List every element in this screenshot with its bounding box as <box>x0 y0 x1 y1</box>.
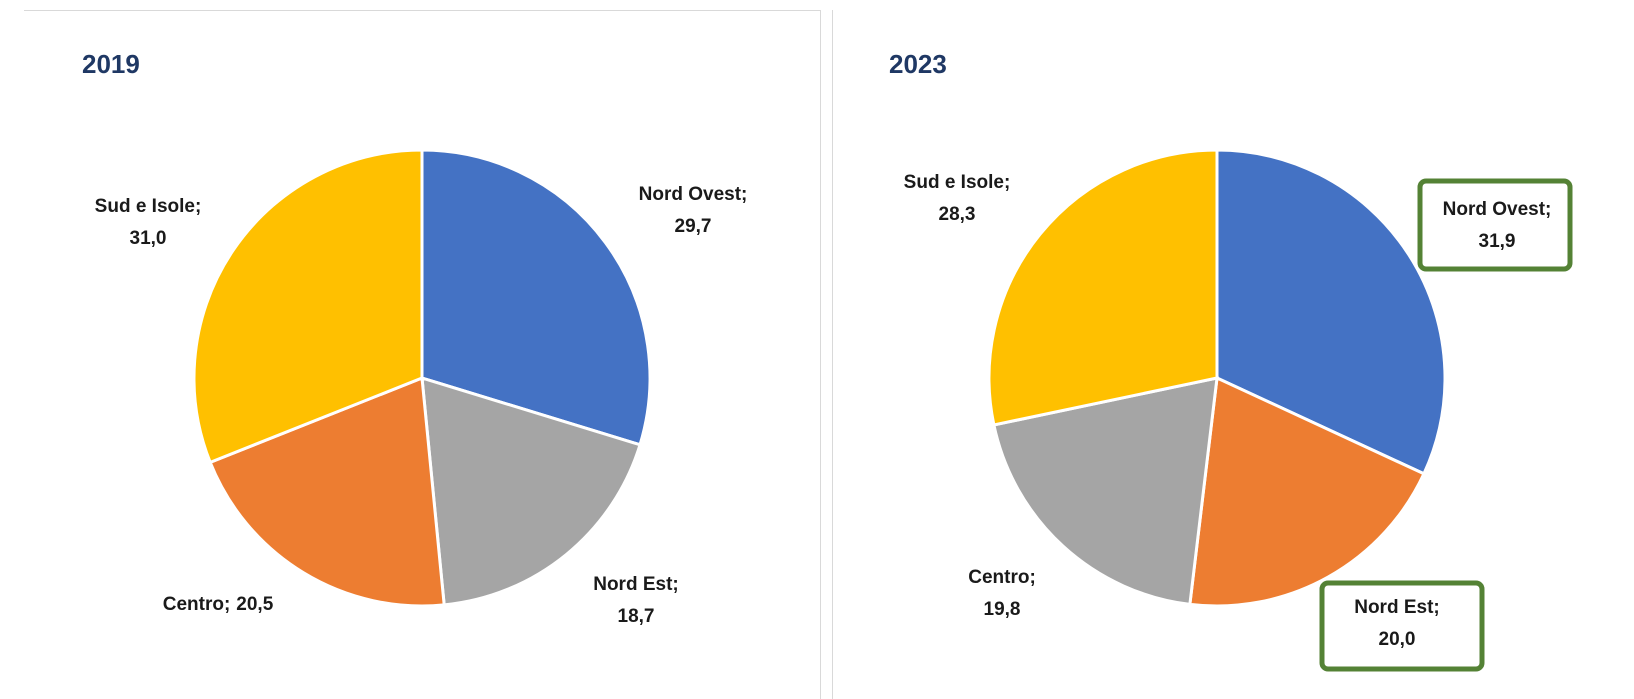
label-separator: ; <box>672 574 678 595</box>
label-category: Nord Est <box>593 574 673 595</box>
data-label-value: 20,0 <box>1379 629 1416 650</box>
data-label-value: 31,9 <box>1479 231 1516 252</box>
data-label: Centro; 20,5 <box>163 594 274 615</box>
pie-slice <box>420 375 642 607</box>
data-label: Centro; <box>968 567 1036 588</box>
label-category: Sud e Isole <box>904 172 1004 193</box>
highlight-box <box>1417 178 1573 272</box>
data-label-value: 18,7 <box>618 606 655 627</box>
label-category: Nord Est <box>1354 597 1434 618</box>
data-label: Sud e Isole; <box>904 172 1011 193</box>
label-category: Nord Ovest <box>1443 199 1546 220</box>
data-label: Nord Est; <box>593 574 679 595</box>
chart-title: 2019 <box>82 49 140 79</box>
data-label-value: 31,0 <box>130 228 167 249</box>
label-value: 20,5 <box>236 594 273 615</box>
data-label: Nord Ovest; <box>639 184 748 205</box>
label-separator: ; <box>224 594 230 615</box>
data-label-value: 28,3 <box>939 204 976 225</box>
data-label-value: 29,7 <box>675 216 712 237</box>
chart-title: 2023 <box>889 49 947 79</box>
label-category: Centro <box>163 594 224 615</box>
pie-slice <box>208 375 446 608</box>
data-label-value: 19,8 <box>984 599 1021 620</box>
label-separator: ; <box>1433 597 1439 618</box>
pie-slice <box>987 148 1219 427</box>
highlight-box <box>1319 580 1485 672</box>
pie-slice <box>192 148 424 465</box>
label-separator: ; <box>1545 199 1551 220</box>
pie-slice <box>420 148 652 447</box>
label-separator: ; <box>741 184 747 205</box>
data-label: Sud e Isole; <box>95 196 202 217</box>
label-category: Centro <box>968 567 1029 588</box>
label-category: Nord Ovest <box>639 184 742 205</box>
label-category: Sud e Isole <box>95 196 195 217</box>
pie-slice <box>1188 375 1426 608</box>
pie-slice <box>1215 148 1447 476</box>
data-label: Nord Est; <box>1354 597 1440 618</box>
data-label: Nord Ovest; <box>1443 199 1552 220</box>
label-separator: ; <box>195 196 201 217</box>
label-separator: ; <box>1004 172 1010 193</box>
pie-slice <box>992 376 1219 607</box>
label-separator: ; <box>1029 567 1035 588</box>
